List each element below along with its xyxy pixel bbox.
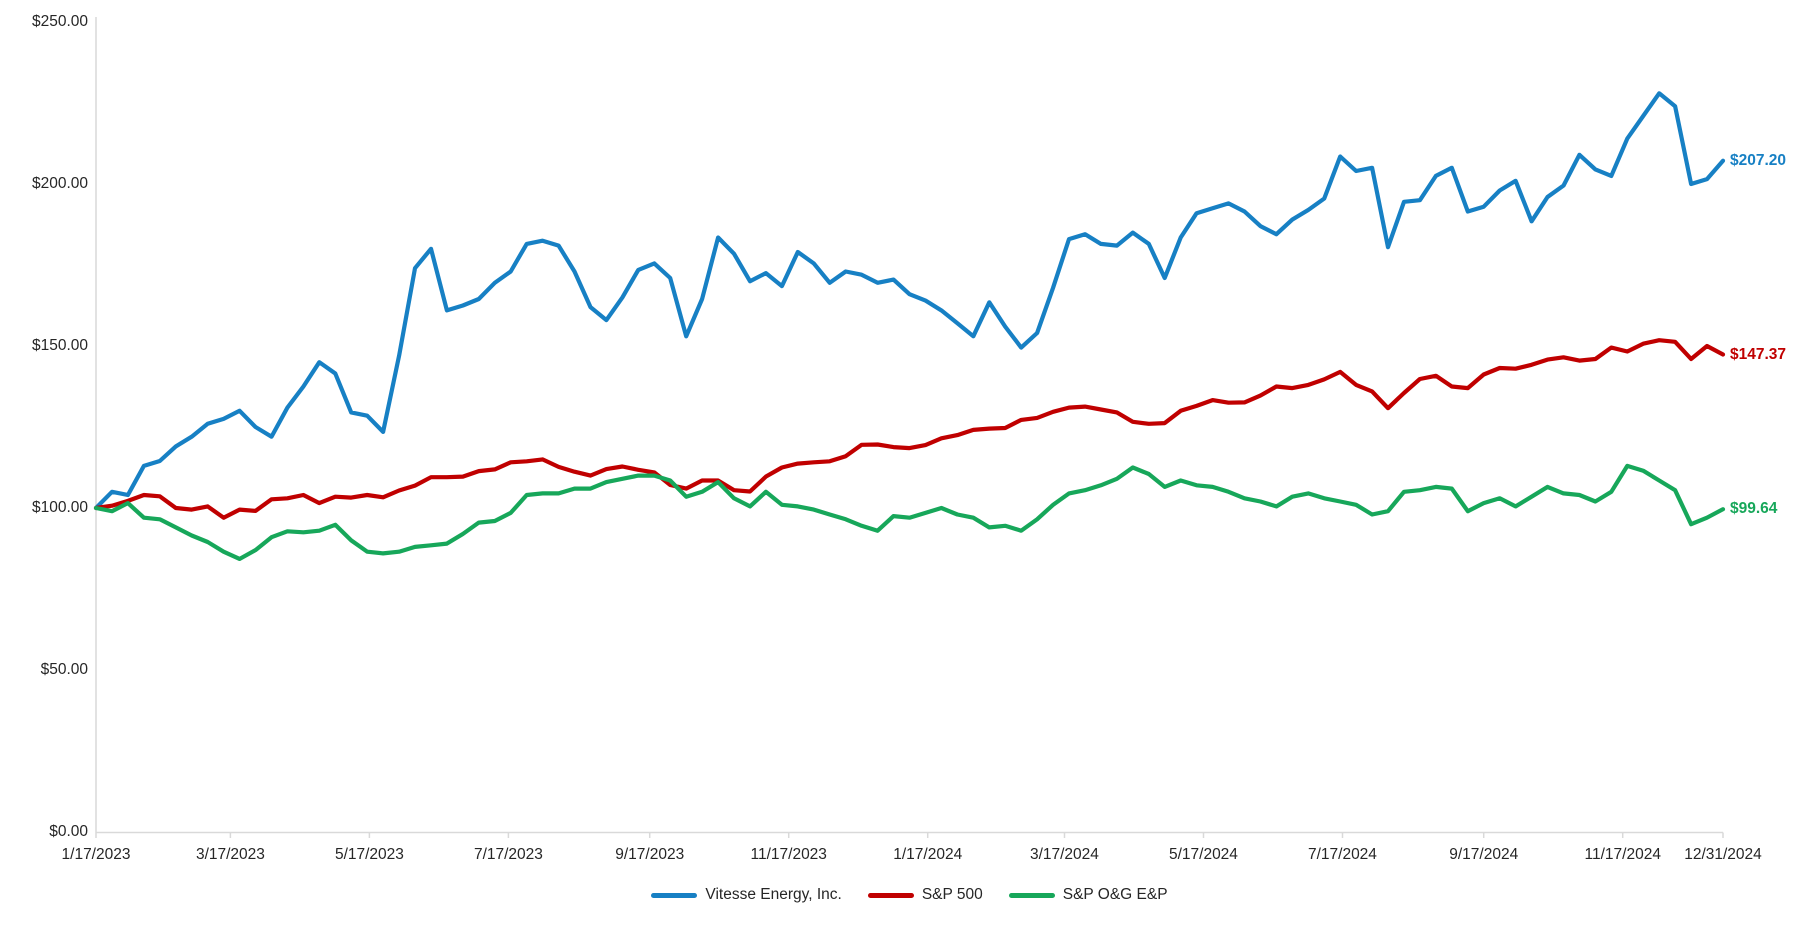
legend-label-sp500: S&P 500 <box>921 886 983 903</box>
legend-item-sp500: S&P 500 <box>867 886 983 904</box>
x-axis-label: 1/17/2023 <box>61 846 131 863</box>
x-axis-label: 5/17/2023 <box>334 846 404 863</box>
series-end-label-1: $147.37 <box>1730 345 1787 363</box>
y-axis-label: $200.00 <box>31 175 88 192</box>
x-axis-label: 3/17/2024 <box>1029 846 1099 863</box>
series-end-label-2: $99.64 <box>1730 500 1778 518</box>
y-axis-label: $0.00 <box>49 823 88 840</box>
legend-label-sp-og-ep: S&P O&G E&P <box>1062 886 1168 903</box>
x-axis-label: 12/31/2024 <box>1684 846 1762 863</box>
x-axis-label: 11/17/2024 <box>1584 846 1661 863</box>
legend-line-swatch-sp-og-ep <box>1008 892 1055 898</box>
legend-item-vitesse-energy: Vitesse Energy, Inc. <box>651 886 842 904</box>
legend-line-swatch-sp500 <box>867 892 914 898</box>
series-end-label-0: $207.20 <box>1730 151 1787 169</box>
x-axis-label: 5/17/2024 <box>1168 846 1238 863</box>
x-axis-label: 7/17/2024 <box>1307 846 1377 863</box>
x-axis-label: 3/17/2023 <box>195 846 265 863</box>
x-axis-label: 9/17/2023 <box>615 846 685 863</box>
x-axis-label: 7/17/2023 <box>473 846 543 863</box>
x-axis-label: 1/17/2024 <box>893 846 963 863</box>
legend-line-swatch-vitesse <box>651 892 698 898</box>
x-axis-label: 11/17/2023 <box>750 846 827 863</box>
x-axis-label: 9/17/2024 <box>1449 846 1519 863</box>
legend: Vitesse Energy, Inc. S&P 500 S&P O&G E&P <box>96 884 1723 906</box>
legend-item-sp-og-ep: S&P O&G E&P <box>1008 886 1168 904</box>
series-line-0 <box>93 91 1726 511</box>
series-line-2 <box>93 463 1726 561</box>
y-axis-label: $100.00 <box>31 499 88 516</box>
y-axis-label: $50.00 <box>40 661 88 678</box>
y-axis-label: $250.00 <box>31 13 88 30</box>
series-line-1 <box>93 338 1726 520</box>
y-axis-label: $150.00 <box>31 337 88 354</box>
legend-label-vitesse: Vitesse Energy, Inc. <box>705 886 842 903</box>
